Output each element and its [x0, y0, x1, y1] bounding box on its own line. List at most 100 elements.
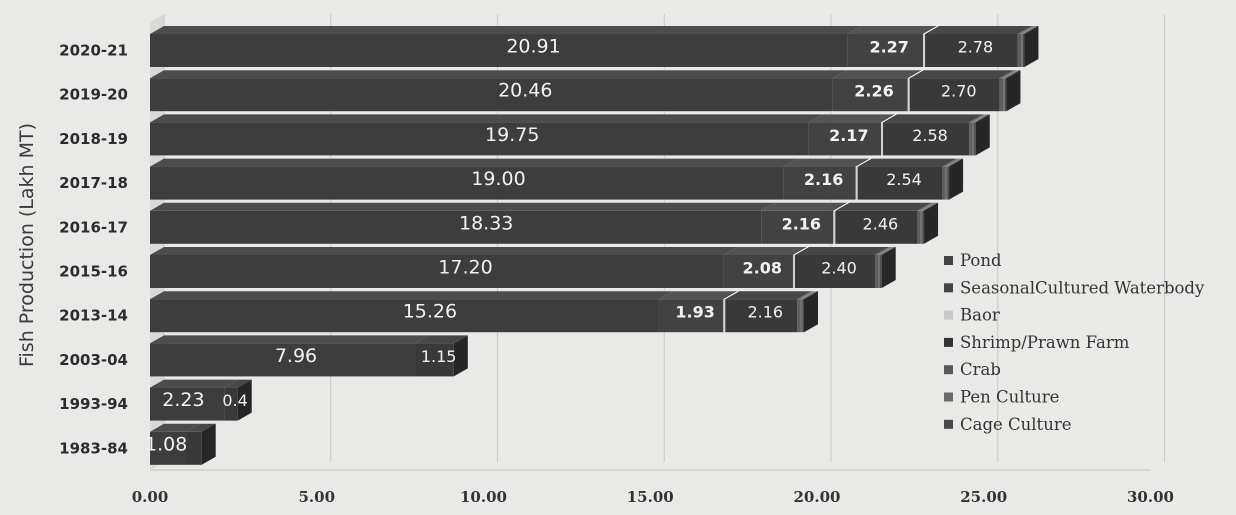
bar-segment	[800, 299, 803, 333]
bar-segment	[186, 431, 202, 465]
bar-segment	[880, 255, 882, 288]
bar-segment-top	[880, 247, 896, 255]
bar-segment-top	[969, 114, 987, 123]
legend-swatch	[944, 310, 953, 320]
bar-segment	[833, 210, 836, 244]
bar-segment	[920, 210, 923, 244]
data-label: 19.00	[471, 168, 525, 190]
bar-segment	[883, 122, 970, 156]
data-label: 1.15	[421, 347, 457, 366]
bar-segment-top	[907, 70, 924, 79]
bar-segment	[783, 166, 856, 200]
bar-segment-top	[150, 379, 239, 388]
data-label: 1.08	[145, 433, 187, 455]
bar-segment	[792, 255, 795, 288]
bar-segment	[855, 166, 858, 200]
bar-segment	[723, 299, 726, 333]
legend-entry: Shrimp/Prawn Farm	[960, 333, 1130, 352]
data-label: 7.96	[275, 345, 317, 367]
bar-segment-top	[783, 158, 870, 167]
data-label: 20.91	[506, 36, 560, 58]
bar-segment	[150, 431, 187, 465]
data-label: 2.70	[941, 82, 977, 101]
bar-segment	[150, 343, 416, 377]
bar-segment-top	[917, 202, 935, 211]
data-label: 2.08	[743, 259, 782, 278]
bar-segment	[797, 299, 801, 333]
data-label: 1.93	[675, 303, 714, 322]
bar-segment-top	[150, 247, 738, 255]
data-label: 2.23	[162, 389, 204, 411]
data-label: 2.17	[829, 126, 868, 145]
data-label: 2.16	[804, 170, 843, 189]
bar-segment-top	[923, 26, 940, 34]
bar-segment	[150, 78, 833, 112]
bar-segment-top	[855, 158, 872, 167]
data-label: 2.54	[886, 170, 922, 189]
bar-segment-top	[800, 291, 817, 300]
bar-segment-top	[835, 202, 932, 211]
bar-segment-top	[972, 114, 989, 123]
legend-entry: Pen Culture	[960, 388, 1059, 407]
data-label: 18.33	[459, 212, 513, 234]
bar-segment	[835, 210, 918, 244]
bar-segment-top	[920, 202, 937, 211]
bar-segment	[925, 34, 1018, 67]
bar-segment-top	[808, 114, 896, 123]
bar-end-face	[1024, 26, 1039, 67]
bar-segment	[1021, 34, 1023, 67]
bar-segment-top	[658, 291, 738, 300]
bar-segment-top	[833, 202, 850, 211]
bar-segment	[150, 166, 784, 200]
bar-segment	[415, 343, 454, 377]
data-label: 2.78	[958, 38, 994, 57]
bar-segment-top	[802, 291, 818, 300]
category-label: 2015-16	[59, 263, 128, 281]
bar-segment-top	[1022, 26, 1039, 34]
legend-swatch	[944, 392, 953, 402]
bar-end-face	[201, 423, 216, 465]
bar-segment-top	[878, 247, 895, 255]
bar-segment-top	[415, 335, 468, 344]
bar-segment-top	[797, 291, 815, 300]
bar-segment	[802, 299, 804, 333]
data-label: 2.16	[782, 214, 821, 233]
bar-segment	[878, 255, 881, 288]
legend-swatch	[944, 365, 953, 375]
data-label: 19.75	[485, 124, 539, 146]
bar-segment	[794, 255, 876, 288]
bar-end-face	[975, 114, 990, 156]
bar-segment	[917, 210, 921, 244]
category-label: 2003-04	[59, 351, 128, 369]
data-label: 20.46	[498, 80, 552, 102]
bar-segment	[857, 166, 943, 200]
bar-segment-top	[150, 114, 823, 123]
bar-segment-top	[925, 26, 1032, 34]
category-label: 1983-84	[59, 439, 128, 457]
bar-segment-top	[1021, 26, 1037, 34]
bar-segment-top	[883, 114, 984, 123]
bar-segment-top	[857, 158, 957, 167]
bar-segment	[832, 78, 908, 112]
category-label: 2018-19	[59, 130, 128, 148]
bar-end-face	[453, 335, 468, 377]
x-tick-label: 20.00	[794, 488, 841, 506]
legend-swatch	[944, 256, 953, 265]
legend-entry: Cage Culture	[960, 415, 1071, 434]
bar-segment	[723, 255, 793, 288]
bar-segment	[999, 78, 1004, 112]
data-label: 2.16	[747, 303, 783, 322]
bar-segment	[875, 255, 879, 288]
data-label: 17.20	[438, 257, 492, 279]
legend-entry: Crab	[960, 360, 1001, 379]
bar-segment	[1022, 34, 1025, 67]
bar-segment-top	[832, 70, 922, 79]
bar-segment-top	[761, 202, 848, 211]
bar-segment-top	[1017, 26, 1036, 34]
bar-end-face	[881, 247, 896, 288]
x-tick-label: 25.00	[960, 488, 1007, 506]
category-label: 2017-18	[59, 174, 128, 192]
bar-segment-top	[1003, 70, 1019, 79]
bar-segment-top	[974, 114, 990, 123]
